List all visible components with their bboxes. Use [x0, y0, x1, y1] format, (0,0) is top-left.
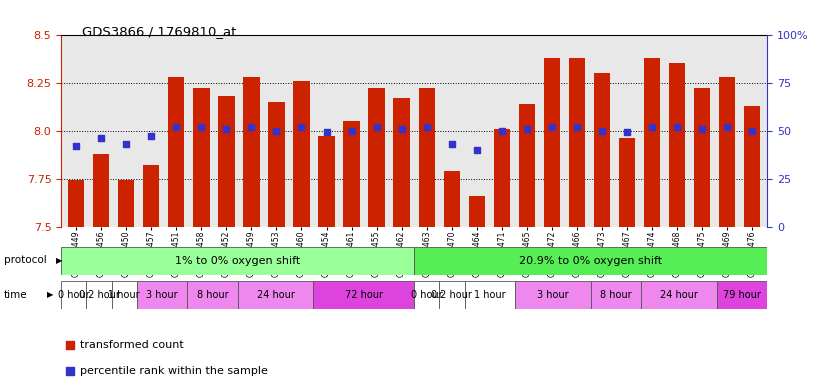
Bar: [137, 281, 187, 309]
Point: [485, 232, 498, 238]
Text: percentile rank within the sample: percentile rank within the sample: [79, 366, 268, 376]
Text: ▶: ▶: [55, 256, 62, 265]
Point: [95, 135, 108, 141]
Point: [270, 127, 283, 134]
Text: 8 hour: 8 hour: [197, 290, 228, 300]
Text: time: time: [4, 290, 28, 300]
Point: [596, 127, 609, 134]
Bar: [93, 154, 109, 227]
Point: [345, 127, 358, 134]
Bar: [193, 88, 210, 227]
Bar: [494, 129, 510, 227]
Point: [645, 124, 659, 130]
Text: 20.9% to 0% oxygen shift: 20.9% to 0% oxygen shift: [519, 256, 662, 266]
Text: 1 hour: 1 hour: [109, 290, 140, 300]
Point: [746, 127, 759, 134]
Bar: [61, 247, 414, 275]
Point: [446, 141, 459, 147]
Text: 1% to 0% oxygen shift: 1% to 0% oxygen shift: [175, 256, 300, 266]
Text: protocol: protocol: [4, 255, 47, 265]
Text: 24 hour: 24 hour: [660, 290, 698, 300]
Bar: [61, 281, 86, 309]
Bar: [218, 96, 234, 227]
Text: 1 hour: 1 hour: [474, 290, 506, 300]
Bar: [719, 77, 735, 227]
Text: transformed count: transformed count: [79, 340, 184, 350]
Bar: [464, 281, 515, 309]
Point: [144, 133, 157, 139]
Bar: [439, 281, 464, 309]
Bar: [419, 88, 435, 227]
Bar: [143, 165, 159, 227]
Text: 0 hour: 0 hour: [411, 290, 442, 300]
Point: [671, 124, 684, 130]
Bar: [744, 106, 761, 227]
Point: [495, 127, 508, 134]
Bar: [414, 247, 767, 275]
Point: [420, 124, 433, 130]
Bar: [118, 180, 135, 227]
Bar: [68, 180, 84, 227]
Bar: [268, 102, 285, 227]
Text: 79 hour: 79 hour: [723, 290, 761, 300]
Text: 0.2 hour: 0.2 hour: [432, 290, 472, 300]
Point: [120, 141, 133, 147]
Bar: [293, 81, 309, 227]
Bar: [644, 58, 660, 227]
Point: [620, 129, 633, 136]
Text: 3 hour: 3 hour: [146, 290, 178, 300]
Bar: [243, 77, 259, 227]
Point: [220, 126, 233, 132]
Bar: [313, 281, 414, 309]
Point: [570, 124, 583, 130]
Bar: [468, 196, 485, 227]
Bar: [694, 88, 710, 227]
Bar: [237, 281, 313, 309]
Point: [170, 124, 183, 130]
Bar: [86, 281, 112, 309]
Point: [721, 124, 734, 130]
Bar: [187, 281, 237, 309]
Point: [370, 124, 383, 130]
Text: 0 hour: 0 hour: [58, 290, 90, 300]
Point: [485, 2, 498, 8]
Text: 8 hour: 8 hour: [600, 290, 632, 300]
Bar: [716, 281, 767, 309]
Point: [320, 129, 333, 136]
Point: [695, 126, 708, 132]
Bar: [168, 77, 184, 227]
Bar: [112, 281, 137, 309]
Bar: [369, 88, 384, 227]
Point: [521, 126, 534, 132]
Text: 24 hour: 24 hour: [256, 290, 295, 300]
Point: [295, 124, 308, 130]
Bar: [543, 58, 560, 227]
Point: [195, 124, 208, 130]
Bar: [619, 138, 635, 227]
Point: [545, 124, 558, 130]
Point: [245, 124, 258, 130]
Point: [69, 143, 82, 149]
Point: [395, 126, 408, 132]
Text: 0.2 hour: 0.2 hour: [78, 290, 119, 300]
Bar: [594, 73, 610, 227]
Bar: [344, 121, 360, 227]
Text: 72 hour: 72 hour: [344, 290, 383, 300]
Text: GDS3866 / 1769810_at: GDS3866 / 1769810_at: [82, 25, 236, 38]
Bar: [591, 281, 641, 309]
Point: [470, 147, 483, 153]
Text: ▶: ▶: [47, 290, 54, 300]
Bar: [519, 104, 535, 227]
Bar: [669, 63, 685, 227]
Bar: [414, 281, 439, 309]
Bar: [318, 136, 335, 227]
Bar: [444, 171, 459, 227]
Text: 3 hour: 3 hour: [537, 290, 569, 300]
Bar: [393, 98, 410, 227]
Bar: [641, 281, 716, 309]
Bar: [515, 281, 591, 309]
Bar: [569, 58, 585, 227]
